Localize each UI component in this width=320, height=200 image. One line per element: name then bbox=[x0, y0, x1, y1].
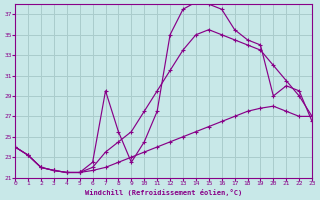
X-axis label: Windchill (Refroidissement éolien,°C): Windchill (Refroidissement éolien,°C) bbox=[85, 189, 242, 196]
